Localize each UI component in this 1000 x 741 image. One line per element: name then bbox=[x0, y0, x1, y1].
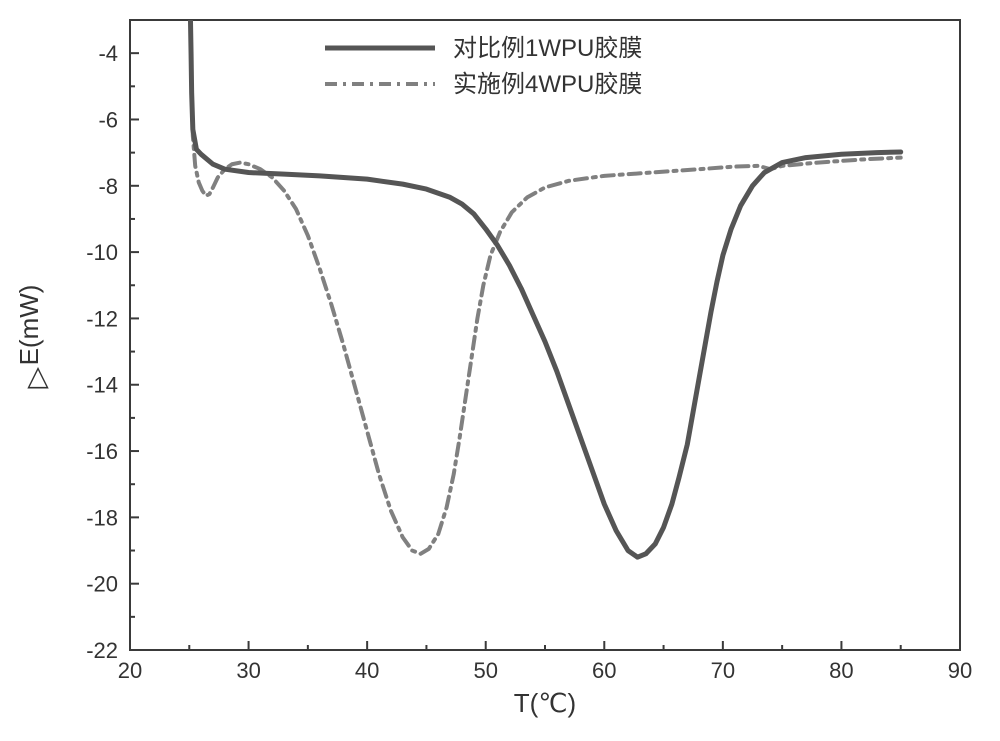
y-tick-label: -12 bbox=[86, 306, 118, 331]
legend-label-s1: 对比例1WPU胶膜 bbox=[453, 35, 642, 62]
y-tick-label: -10 bbox=[86, 240, 118, 265]
x-tick-label: 60 bbox=[592, 658, 616, 683]
dsc-chart: 20 30 40 50 60 70 80 90 -22 -20 -18 -16 -14 -12 -10 -8 -… bbox=[0, 0, 1000, 741]
y-tick-label: -8 bbox=[98, 174, 118, 199]
y-tick-label: -4 bbox=[98, 41, 118, 66]
chart-svg: 20 30 40 50 60 70 80 90 -22 -20 -18 -16 -14 -12 -10 -8 -… bbox=[0, 0, 1000, 741]
y-tick-label: -6 bbox=[98, 107, 118, 132]
y-tick-label: -14 bbox=[86, 373, 118, 398]
x-tick-label: 40 bbox=[355, 658, 379, 683]
x-tick-label: 90 bbox=[948, 658, 972, 683]
x-tick-label: 70 bbox=[711, 658, 735, 683]
x-tick-label: 30 bbox=[236, 658, 260, 683]
y-tick-label: -22 bbox=[86, 638, 118, 663]
y-tick-label: -16 bbox=[86, 439, 118, 464]
y-axis-label: E(mW) bbox=[14, 285, 44, 366]
y-tick-label: -20 bbox=[86, 572, 118, 597]
x-tick-label: 50 bbox=[473, 658, 497, 683]
legend-label-s2: 实施例4WPU胶膜 bbox=[453, 71, 642, 98]
x-tick-label: 20 bbox=[118, 658, 142, 683]
x-tick-label: 80 bbox=[829, 658, 853, 683]
y-tick-label: -18 bbox=[86, 505, 118, 530]
chart-background bbox=[0, 0, 1000, 741]
x-axis-label: T(℃) bbox=[514, 688, 576, 718]
